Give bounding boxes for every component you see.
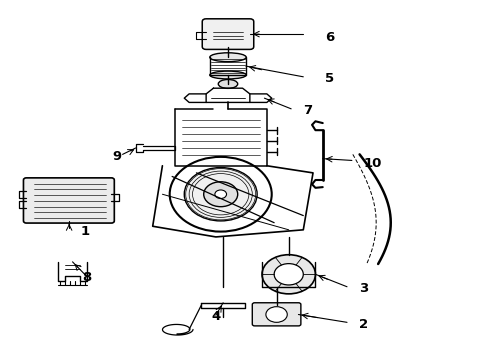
Text: 5: 5	[325, 72, 334, 85]
Text: 10: 10	[364, 157, 382, 171]
Text: 7: 7	[303, 104, 313, 117]
Text: 1: 1	[80, 225, 89, 238]
Circle shape	[266, 307, 287, 322]
Circle shape	[184, 167, 257, 221]
Ellipse shape	[218, 80, 238, 88]
Circle shape	[262, 255, 316, 294]
Text: 2: 2	[359, 318, 368, 330]
Text: 3: 3	[359, 282, 368, 295]
Circle shape	[215, 190, 226, 198]
Circle shape	[274, 264, 303, 285]
Text: 8: 8	[82, 271, 92, 284]
FancyBboxPatch shape	[202, 19, 254, 49]
Text: 4: 4	[211, 310, 220, 324]
Text: 9: 9	[112, 150, 121, 163]
Ellipse shape	[210, 53, 246, 62]
FancyBboxPatch shape	[252, 303, 301, 326]
Ellipse shape	[210, 71, 246, 79]
Circle shape	[204, 182, 238, 207]
Circle shape	[170, 157, 272, 231]
Text: 6: 6	[325, 31, 334, 44]
FancyBboxPatch shape	[24, 178, 114, 223]
